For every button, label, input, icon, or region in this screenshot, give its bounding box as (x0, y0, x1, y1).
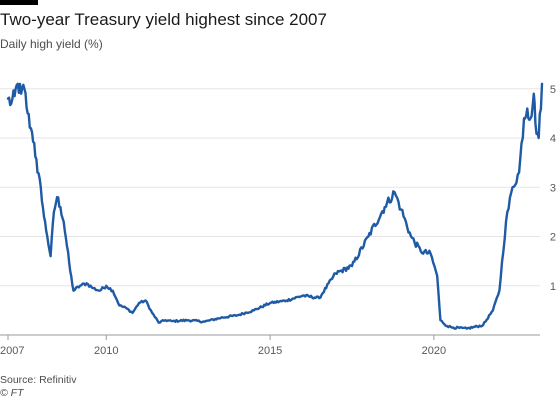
x-tick-label: 2010 (94, 345, 118, 357)
x-tick-label: 2020 (422, 345, 446, 357)
x-tick-labels: 2007 2010 2015 2020 (0, 335, 446, 357)
top-rule (0, 0, 38, 5)
chart-title: Two-year Treasury yield highest since 20… (0, 10, 327, 29)
chart-subtitle: Daily high yield (%) (0, 37, 103, 51)
y-tick-label: 1 (550, 281, 556, 293)
x-tick-label: 2015 (258, 345, 282, 357)
y-tick-label: 3 (550, 182, 556, 194)
line-layer (6, 82, 544, 330)
y-tick-labels: 1 2 3 4 5 (550, 84, 556, 293)
ft-credit: © FT (0, 387, 24, 399)
y-tick-label: 4 (550, 133, 556, 145)
y-tick-label: 2 (550, 232, 556, 244)
yield-series-line (6, 82, 544, 330)
source-note: Source: Refinitiv (0, 374, 77, 386)
x-tick-label: 2007 (0, 345, 24, 357)
grid-layer (0, 88, 540, 336)
y-tick-label: 5 (550, 84, 556, 96)
